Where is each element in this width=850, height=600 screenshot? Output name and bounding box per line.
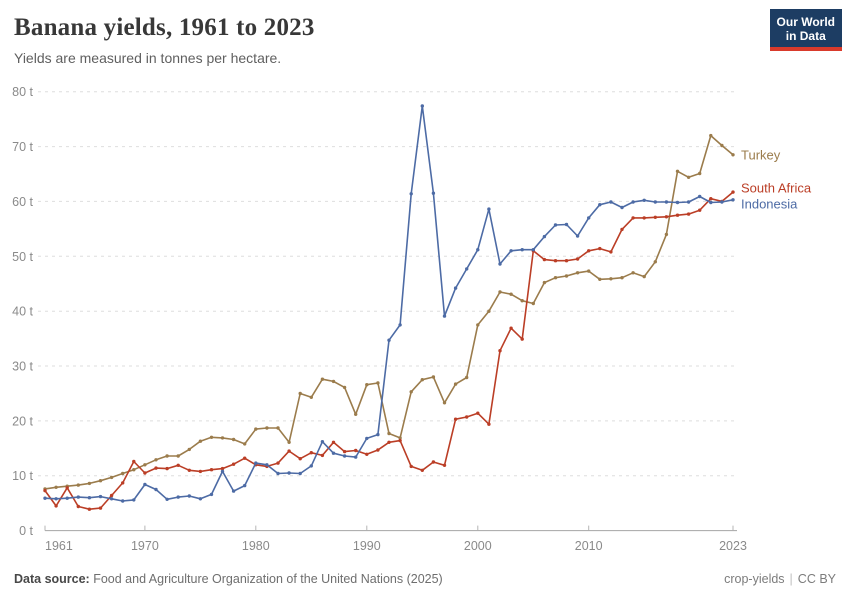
- owid-logo-line2: in Data: [785, 29, 826, 43]
- markers-south-africa: [43, 190, 735, 511]
- x-tick-label: 2000: [464, 539, 492, 553]
- markers-turkey: [43, 133, 735, 491]
- x-tick-label: 1961: [45, 539, 73, 553]
- owid-logo[interactable]: Our World in Data: [769, 9, 842, 51]
- data-source-text: Food and Agriculture Organization of the…: [89, 572, 443, 586]
- x-tick-label: 1990: [353, 539, 381, 553]
- series-label-indonesia[interactable]: Indonesia: [741, 197, 798, 212]
- chart-footer: Data source: Food and Agriculture Organi…: [14, 572, 836, 586]
- data-source-label: Data source:: [14, 572, 90, 586]
- data-source: Data source: Food and Agriculture Organi…: [14, 572, 443, 586]
- y-tick-label: 20 t: [12, 414, 33, 428]
- y-tick-label: 10 t: [12, 469, 33, 483]
- chart-subtitle: Yields are measured in tonnes per hectar…: [14, 50, 282, 66]
- x-tick-label: 1980: [242, 539, 270, 553]
- owid-logo-line1: Our World: [776, 15, 835, 29]
- x-tick-label: 2023: [719, 539, 747, 553]
- chart-title: Banana yields, 1961 to 2023: [14, 14, 315, 41]
- attribution-slug[interactable]: crop-yields: [724, 572, 785, 586]
- y-tick-label: 0 t: [19, 524, 33, 538]
- series-label-south-africa[interactable]: South Africa: [741, 181, 812, 196]
- y-tick-label: 70 t: [12, 140, 33, 154]
- line-turkey: [44, 134, 734, 490]
- y-tick-label: 30 t: [12, 360, 33, 374]
- chart-header: Banana yields, 1961 to 2023 Yields are m…: [14, 14, 740, 66]
- y-tick-label: 60 t: [12, 195, 33, 209]
- attribution: crop-yields | CC BY: [724, 572, 836, 586]
- x-tick-label: 1970: [131, 539, 159, 553]
- y-tick-label: 80 t: [12, 85, 33, 99]
- markers-indonesia: [43, 104, 735, 503]
- x-tick-label: 2010: [575, 539, 603, 553]
- y-tick-label: 50 t: [12, 250, 33, 264]
- series-label-turkey[interactable]: Turkey: [741, 147, 781, 162]
- line-south-africa: [44, 191, 734, 511]
- y-tick-label: 40 t: [12, 305, 33, 319]
- attribution-separator: |: [789, 572, 793, 586]
- license-link[interactable]: CC BY: [797, 572, 836, 586]
